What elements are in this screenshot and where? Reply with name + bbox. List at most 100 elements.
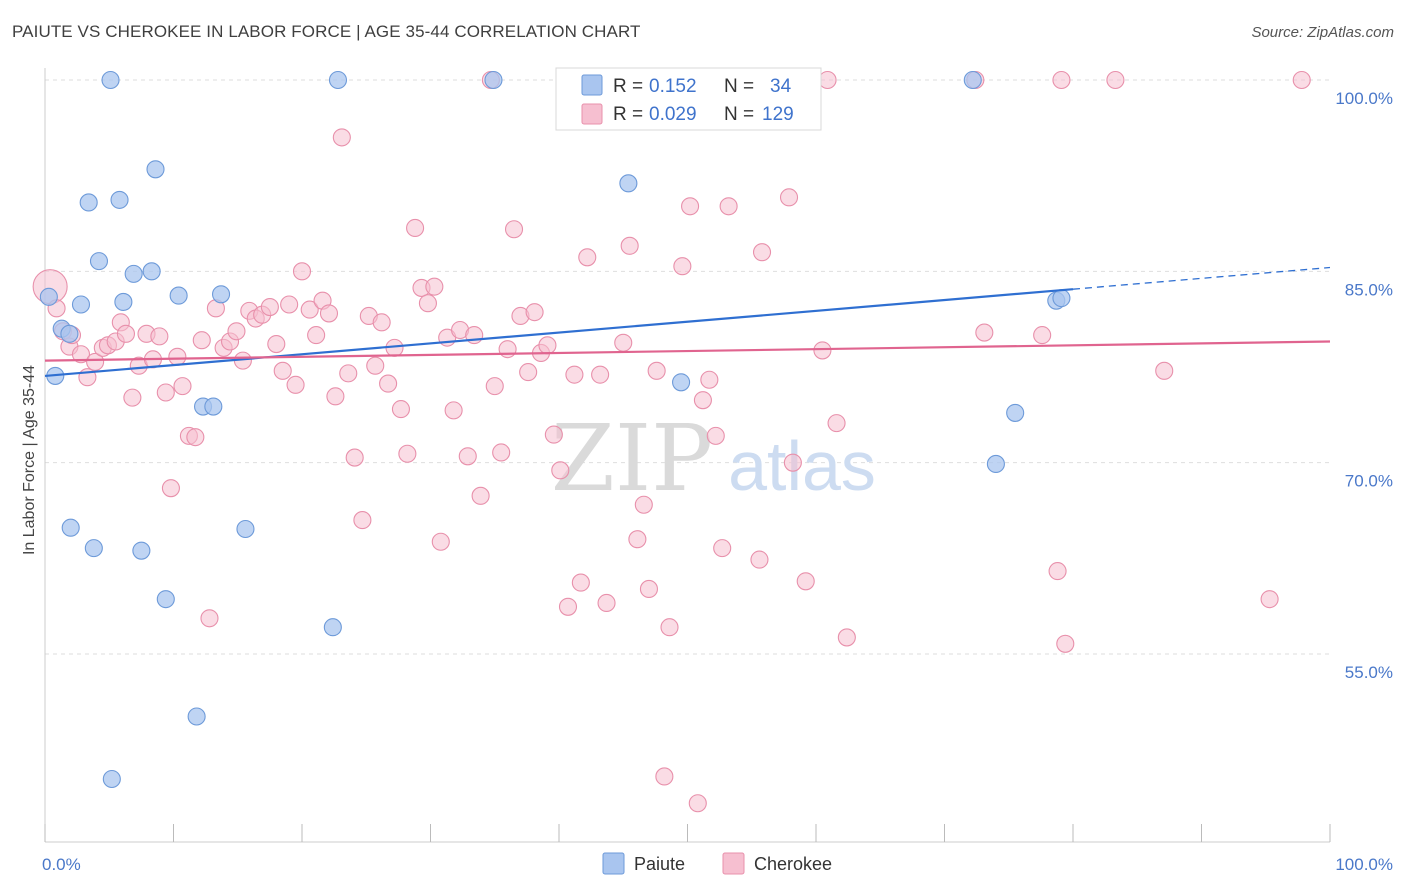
cherokee-point-37 [280,295,299,314]
cherokee-point-97 [681,197,700,216]
cherokee-point-69 [492,443,511,462]
cherokee-point-23 [186,428,205,447]
bottom-legend-swatch-paiute [602,852,625,875]
cherokee-point-128 [975,323,994,342]
paiute-point-18 [169,286,188,305]
cherokee-point-13 [123,388,142,407]
cherokee-point-12 [116,324,136,343]
tick-labels: 55.0% 70.0% 85.0% 100.0% 0.0% 100.0% [42,89,1393,874]
cherokee-point-76 [538,336,557,355]
paiute-point-7 [84,539,103,558]
bottom-legend-paiute: Paiute [634,854,685,874]
cherokee-point-38 [286,375,305,394]
paiute-point-21 [204,397,223,416]
cherokee-point-101 [706,426,725,445]
x-tick-label-0: 0.0% [42,855,81,874]
cherokee-point-45 [332,128,351,147]
cherokee-point-43 [319,304,339,323]
cherokee-point-5 [71,345,91,364]
watermark-zip: ZIP [551,405,713,512]
cherokee-point-106 [752,243,772,262]
cherokee-point-79 [558,597,578,616]
bottom-legend: Paiute Cherokee [602,852,832,875]
paiute-point-13 [124,264,143,283]
cherokee-point-20 [168,347,187,366]
cherokee-point-41 [307,326,326,345]
cherokee-point-24 [192,331,211,350]
paiute-trend-extension [1072,266,1331,290]
legend-swatch-cherokee [581,103,603,125]
paiute-point-19 [187,707,206,726]
cherokee-point-117 [1033,326,1052,345]
cherokee-point-84 [591,365,610,384]
cherokee-point-58 [418,294,437,313]
cherokee-point-113 [818,70,837,90]
watermark: ZIP atlas [551,405,876,512]
paiute-point-10 [102,769,121,789]
y-tick-label-1: 70.0% [1345,472,1393,491]
cherokee-point-60 [431,532,450,551]
y-tick-label-3: 100.0% [1335,89,1393,108]
cherokee-point-90 [634,495,653,514]
cherokee-point-99 [693,391,712,410]
cherokee-point-56 [406,218,425,238]
paiute-point-25 [323,618,342,637]
cherokee-point-112 [813,341,832,360]
legend: R = 0.152 N = 34 R = 0.029 N = 129 [555,67,822,131]
paiute-point-4 [61,518,80,537]
bottom-legend-cherokee: Cherokee [754,854,832,874]
cherokee-point-120 [1056,634,1075,653]
paiute-point-11 [110,190,129,209]
cherokee-point-121 [1106,70,1125,90]
paiute-point-23 [236,519,255,539]
cherokee-point-85 [597,593,616,613]
legend-n-label-1: N = [724,76,754,97]
cherokee-point-92 [647,361,666,380]
paiute-point-30 [986,454,1005,473]
cherokee-point-25 [200,609,219,628]
cherokee-point-118 [1048,562,1067,581]
cherokee-point-48 [353,511,372,530]
cherokee-point-17 [150,327,169,346]
paiute-point-27 [619,174,638,193]
paiute-point-6 [79,193,98,212]
bottom-legend-swatch-cherokee [722,852,745,875]
cherokee-point-21 [173,377,192,396]
cherokee-point-44 [326,387,345,406]
cherokee-point-19 [161,479,180,498]
axes [44,68,1331,843]
cherokee-point-91 [639,579,659,598]
cherokee-point-46 [339,364,358,383]
chart-title: PAIUTE VS CHEROKEE IN LABOR FORCE | AGE … [12,22,641,41]
legend-n-value-2: 129 [762,104,794,125]
paiute-point-3 [60,324,79,343]
cherokee-point-93 [655,767,674,786]
cherokee-point-40 [300,300,319,319]
cherokee-point-80 [565,365,584,384]
paiute-points [39,70,1071,789]
paiute-trend-line [44,288,1074,378]
cherokee-point-39 [292,262,312,281]
paiute-point-26 [484,70,503,90]
paiute-point-8 [89,252,109,271]
cherokee-point-68 [485,377,504,396]
cherokee-point-82 [578,248,597,267]
paiute-point-0 [39,287,58,306]
cherokee-point-119 [1052,70,1071,90]
legend-r-value-1: 0.152 [649,76,697,97]
cherokee-point-126 [688,794,707,813]
paiute-point-16 [146,160,165,179]
cherokee-trend-line [44,340,1331,362]
cherokee-point-29 [227,322,246,341]
cherokee-points [32,70,1311,813]
paiute-point-29 [963,70,982,90]
cherokee-point-122 [1155,361,1174,380]
cherokee-point-77 [544,425,563,444]
cherokee-point-66 [471,486,490,505]
legend-swatch-paiute [581,74,603,96]
cherokee-point-71 [504,220,524,239]
cherokee-point-111 [796,572,815,591]
cherokee-point-50 [366,356,385,375]
y-tick-label-2: 85.0% [1345,280,1393,299]
paiute-point-15 [142,262,161,281]
